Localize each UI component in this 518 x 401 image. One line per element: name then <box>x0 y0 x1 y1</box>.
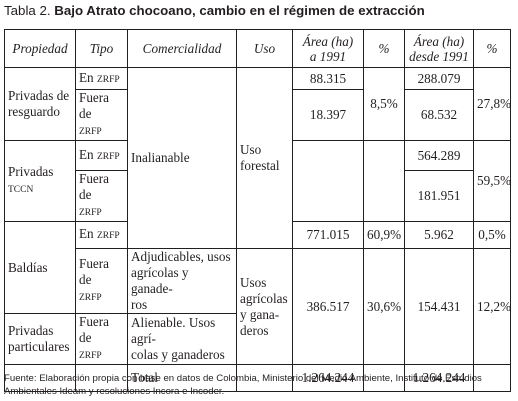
caption-prefix: Tabla 2. <box>4 3 51 18</box>
header-row: Propiedad Tipo Comercialidad Uso Área (h… <box>4 29 511 68</box>
header-tipo: Tipo <box>75 29 128 68</box>
header-pct-2: % <box>473 29 511 68</box>
pct-1-cell: 8,5% <box>363 67 405 141</box>
header-area-desde-line2: desde 1991 <box>409 48 469 64</box>
total-area-1991: 1.264.244 <box>292 364 364 392</box>
header-pct-1: % <box>363 29 405 68</box>
pct-2-cell: 0,5% <box>473 221 511 249</box>
area-1991-cell: 386.517 <box>292 248 364 365</box>
area-desde-cell: 68.532 <box>404 89 474 141</box>
empty-cell <box>75 364 128 392</box>
area-1991-cell: 18.397 <box>292 89 364 141</box>
table-row: Privadas particulares Fuera de ZRFP Aliena… <box>4 313 511 365</box>
table-row: Fuera de ZRFP 181.951 <box>5 170 511 222</box>
tipo-fuera-zrfp: Fuera de ZRFP <box>75 89 128 141</box>
area-1991-cell: 88.315 <box>292 67 364 90</box>
propiedad-baldias: Baldías <box>4 221 76 314</box>
table-row-total: Total 1.264.244 1.264.244 <box>4 364 511 392</box>
comercialidad-alienable: Alienable. Usos agrí-colas y ganaderos <box>127 313 237 365</box>
total-area-desde: 1.264.244 <box>404 364 474 392</box>
header-area-desde-1991: Área (ha) desde 1991 <box>404 29 474 68</box>
table-caption: Tabla 2. Bajo Atrato chocoano, cambio en… <box>4 3 425 18</box>
pct-1-cell: 60,9% <box>363 221 405 249</box>
empty-cell <box>473 364 511 392</box>
comercialidad-inalienable: Inalianable <box>127 67 237 249</box>
area-1991-cell: 771.015 <box>292 221 364 249</box>
tipo-en-zrfp: En ZRFP <box>75 67 128 90</box>
header-area-1991-line2: a 1991 <box>309 48 347 64</box>
tipo-en-zrfp: En ZRFP <box>75 221 128 249</box>
header-area-1991-line1: Área (ha) <box>302 33 354 49</box>
comercialidad-adjudicables: Adjudicables, usos agrícolas y ganade-ros <box>127 248 237 314</box>
tipo-en-zrfp: En ZRFP <box>75 140 128 171</box>
extraction-table: Propiedad Tipo Comercialidad Uso Área (h… <box>4 29 511 392</box>
area-desde-cell: 288.079 <box>404 67 474 90</box>
table-row: Privadas TCCN En ZRFP 564.289 59,5% <box>4 140 511 222</box>
table-row: Privadas de resguardo En ZRFP Inalianable… <box>4 67 511 249</box>
header-uso: Uso <box>236 29 293 68</box>
propiedad-privadas-resguardo: Privadas de resguardo <box>4 67 76 141</box>
tipo-fuera-zrfp: Fuera de ZRFP <box>75 170 128 222</box>
uso-agricola-ganadero: Usos agrícolas y gana-deros <box>236 248 293 365</box>
header-propiedad: Propiedad <box>4 29 76 68</box>
table-row: Fuera de ZRFP Adjudicables, usos agrícolas… <box>5 248 511 365</box>
table-row: Fuera de ZRFP 18.397 68.532 <box>5 89 511 141</box>
table-row: Baldías En ZRFP 771.015 60,9% 5.962 0,5% <box>4 221 511 314</box>
source-footnote: Fuente: Elaboración propia con base en d… <box>4 373 482 397</box>
empty-cell <box>236 364 293 392</box>
area-desde-cell: 154.431 <box>404 248 474 365</box>
pct-2-cell: 59,5% <box>473 140 511 222</box>
area-desde-cell: 5.962 <box>404 221 474 249</box>
pct-2-cell: 12,2% <box>473 248 511 365</box>
propiedad-privadas-tccn: Privadas TCCN <box>4 140 76 222</box>
pct-2-cell: 27,8% <box>473 67 511 141</box>
tipo-fuera-zrfp: Fuera de ZRFP <box>75 248 128 314</box>
pct-1-cell: 30,6% <box>363 248 405 365</box>
pct-1-empty <box>363 140 405 222</box>
area-1991-empty <box>292 140 364 222</box>
header-area-1991: Área (ha) a 1991 <box>292 29 364 68</box>
uso-forestal: Uso forestal <box>236 67 293 249</box>
tipo-fuera-zrfp: Fuera de ZRFP <box>75 313 128 365</box>
header-comercialidad: Comercialidad <box>127 29 237 68</box>
propiedad-privadas-particulares: Privadas particulares <box>4 313 76 365</box>
caption-title: Bajo Atrato chocoano, cambio en el régim… <box>54 3 425 18</box>
header-area-desde-line1: Área (ha) <box>413 33 465 49</box>
area-desde-cell: 564.289 <box>404 140 474 171</box>
area-desde-cell: 181.951 <box>404 170 474 222</box>
